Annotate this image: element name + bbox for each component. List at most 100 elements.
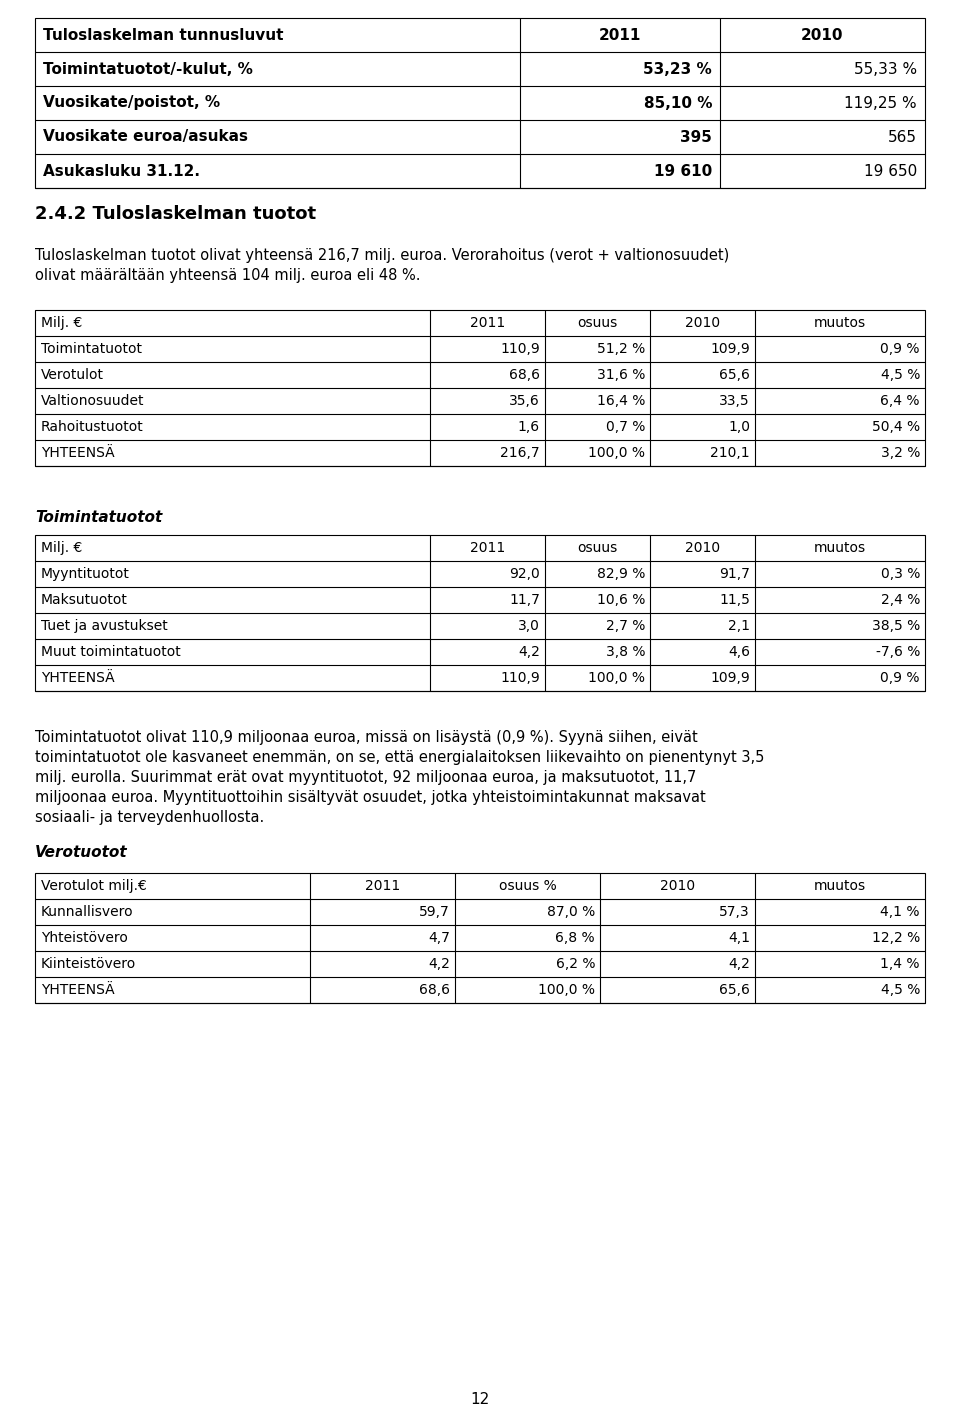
Text: 51,2 %: 51,2 % xyxy=(597,343,645,356)
Text: 6,2 %: 6,2 % xyxy=(556,957,595,971)
Text: 216,7: 216,7 xyxy=(500,447,540,459)
Text: 2,7 %: 2,7 % xyxy=(606,619,645,633)
Text: 68,6: 68,6 xyxy=(509,368,540,383)
Text: -7,6 %: -7,6 % xyxy=(876,646,920,658)
Text: muutos: muutos xyxy=(814,316,866,330)
Text: YHTEENSÄ: YHTEENSÄ xyxy=(41,671,114,685)
Text: 55,33 %: 55,33 % xyxy=(853,61,917,77)
Text: Verotulot: Verotulot xyxy=(41,368,104,383)
Text: 38,5 %: 38,5 % xyxy=(872,619,920,633)
Text: sosiaali- ja terveydenhuollosta.: sosiaali- ja terveydenhuollosta. xyxy=(35,811,264,825)
Text: Maksutuotot: Maksutuotot xyxy=(41,593,128,607)
Text: 0,9 %: 0,9 % xyxy=(880,343,920,356)
Text: YHTEENSÄ: YHTEENSÄ xyxy=(41,983,114,997)
Text: 2011: 2011 xyxy=(469,316,505,330)
Text: 2011: 2011 xyxy=(599,27,641,43)
Text: 65,6: 65,6 xyxy=(719,368,750,383)
Text: 68,6: 68,6 xyxy=(419,983,450,997)
Text: 19 650: 19 650 xyxy=(864,164,917,179)
Text: Vuosikate euroa/asukas: Vuosikate euroa/asukas xyxy=(43,129,248,145)
Text: 11,5: 11,5 xyxy=(719,593,750,607)
Text: 85,10 %: 85,10 % xyxy=(643,95,712,111)
Text: 4,2: 4,2 xyxy=(518,646,540,658)
Bar xyxy=(35,873,925,1003)
Text: Toimintatuotot: Toimintatuotot xyxy=(41,343,142,356)
Text: 1,6: 1,6 xyxy=(517,419,540,434)
Text: Tuloslaskelman tunnusluvut: Tuloslaskelman tunnusluvut xyxy=(43,27,283,43)
Text: 0,3 %: 0,3 % xyxy=(880,567,920,582)
Text: 4,2: 4,2 xyxy=(728,957,750,971)
Text: 53,23 %: 53,23 % xyxy=(643,61,712,77)
Text: 6,8 %: 6,8 % xyxy=(556,931,595,946)
Text: 110,9: 110,9 xyxy=(500,343,540,356)
Bar xyxy=(35,18,925,188)
Text: 4,2: 4,2 xyxy=(428,957,450,971)
Text: Toimintatuotot/-kulut, %: Toimintatuotot/-kulut, % xyxy=(43,61,252,77)
Text: Myyntituotot: Myyntituotot xyxy=(41,567,130,582)
Text: Asukasluku 31.12.: Asukasluku 31.12. xyxy=(43,164,200,179)
Text: 87,0 %: 87,0 % xyxy=(547,904,595,919)
Text: Milj. €: Milj. € xyxy=(41,540,83,555)
Text: 565: 565 xyxy=(888,129,917,145)
Text: 100,0 %: 100,0 % xyxy=(588,447,645,459)
Text: 59,7: 59,7 xyxy=(420,904,450,919)
Text: 91,7: 91,7 xyxy=(719,567,750,582)
Text: 19 610: 19 610 xyxy=(654,164,712,179)
Text: 3,0: 3,0 xyxy=(518,619,540,633)
Text: 10,6 %: 10,6 % xyxy=(596,593,645,607)
Text: 210,1: 210,1 xyxy=(710,447,750,459)
Text: Tuloslaskelman tuotot olivat yhteensä 216,7 milj. euroa. Verorahoitus (verot + v: Tuloslaskelman tuotot olivat yhteensä 21… xyxy=(35,247,730,263)
Text: Rahoitustuotot: Rahoitustuotot xyxy=(41,419,144,434)
Text: 2,1: 2,1 xyxy=(728,619,750,633)
Text: 1,4 %: 1,4 % xyxy=(880,957,920,971)
Text: 2011: 2011 xyxy=(365,879,400,893)
Text: 65,6: 65,6 xyxy=(719,983,750,997)
Text: 50,4 %: 50,4 % xyxy=(872,419,920,434)
Text: 12: 12 xyxy=(470,1392,490,1408)
Text: Yhteistövero: Yhteistövero xyxy=(41,931,128,946)
Text: Vuosikate/poistot, %: Vuosikate/poistot, % xyxy=(43,95,220,111)
Text: 33,5: 33,5 xyxy=(719,394,750,408)
Text: 16,4 %: 16,4 % xyxy=(596,394,645,408)
Text: YHTEENSÄ: YHTEENSÄ xyxy=(41,447,114,459)
Text: 2,4 %: 2,4 % xyxy=(880,593,920,607)
Text: Milj. €: Milj. € xyxy=(41,316,83,330)
Text: 100,0 %: 100,0 % xyxy=(588,671,645,685)
Text: Kiinteistövero: Kiinteistövero xyxy=(41,957,136,971)
Text: Muut toimintatuotot: Muut toimintatuotot xyxy=(41,646,180,658)
Text: 6,4 %: 6,4 % xyxy=(880,394,920,408)
Text: 100,0 %: 100,0 % xyxy=(538,983,595,997)
Text: 2010: 2010 xyxy=(684,540,720,555)
Text: 109,9: 109,9 xyxy=(710,343,750,356)
Text: osuus: osuus xyxy=(577,540,617,555)
Text: 82,9 %: 82,9 % xyxy=(596,567,645,582)
Text: 2010: 2010 xyxy=(660,879,695,893)
Text: 109,9: 109,9 xyxy=(710,671,750,685)
Text: 4,5 %: 4,5 % xyxy=(880,983,920,997)
Text: milj. eurolla. Suurimmat erät ovat myyntituotot, 92 miljoonaa euroa, ja maksutuo: milj. eurolla. Suurimmat erät ovat myynt… xyxy=(35,769,696,785)
Text: osuus %: osuus % xyxy=(498,879,557,893)
Text: 0,7 %: 0,7 % xyxy=(606,419,645,434)
Text: 3,8 %: 3,8 % xyxy=(606,646,645,658)
Text: 92,0: 92,0 xyxy=(509,567,540,582)
Text: 2010: 2010 xyxy=(802,27,844,43)
Text: 110,9: 110,9 xyxy=(500,671,540,685)
Text: 4,7: 4,7 xyxy=(428,931,450,946)
Text: Verotuotot: Verotuotot xyxy=(35,845,128,860)
Text: 395: 395 xyxy=(680,129,712,145)
Text: 3,2 %: 3,2 % xyxy=(880,447,920,459)
Text: 4,1: 4,1 xyxy=(728,931,750,946)
Text: 4,6: 4,6 xyxy=(728,646,750,658)
Bar xyxy=(35,310,925,466)
Text: 2.4.2 Tuloslaskelman tuotot: 2.4.2 Tuloslaskelman tuotot xyxy=(35,205,316,223)
Text: Toimintatuotot: Toimintatuotot xyxy=(35,510,162,525)
Text: 12,2 %: 12,2 % xyxy=(872,931,920,946)
Text: 57,3: 57,3 xyxy=(719,904,750,919)
Text: Valtionosuudet: Valtionosuudet xyxy=(41,394,145,408)
Text: 1,0: 1,0 xyxy=(728,419,750,434)
Text: 31,6 %: 31,6 % xyxy=(596,368,645,383)
Text: miljoonaa euroa. Myyntituottoihin sisältyvät osuudet, jotka yhteistoimintakunnat: miljoonaa euroa. Myyntituottoihin sisält… xyxy=(35,791,706,805)
Text: 119,25 %: 119,25 % xyxy=(845,95,917,111)
Text: 35,6: 35,6 xyxy=(509,394,540,408)
Text: 2011: 2011 xyxy=(469,540,505,555)
